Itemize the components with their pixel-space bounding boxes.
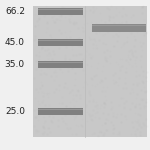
Text: 25.0: 25.0	[5, 107, 25, 116]
FancyBboxPatch shape	[38, 9, 83, 10]
Text: 66.2: 66.2	[5, 7, 25, 16]
FancyBboxPatch shape	[38, 39, 83, 46]
FancyBboxPatch shape	[92, 24, 146, 32]
FancyBboxPatch shape	[38, 61, 83, 68]
FancyBboxPatch shape	[38, 62, 83, 63]
FancyBboxPatch shape	[38, 108, 83, 115]
FancyBboxPatch shape	[33, 6, 147, 137]
Text: 45.0: 45.0	[5, 38, 25, 47]
FancyBboxPatch shape	[38, 40, 83, 41]
FancyBboxPatch shape	[92, 25, 146, 26]
FancyBboxPatch shape	[38, 109, 83, 110]
FancyBboxPatch shape	[38, 8, 83, 15]
Text: 35.0: 35.0	[5, 60, 25, 69]
